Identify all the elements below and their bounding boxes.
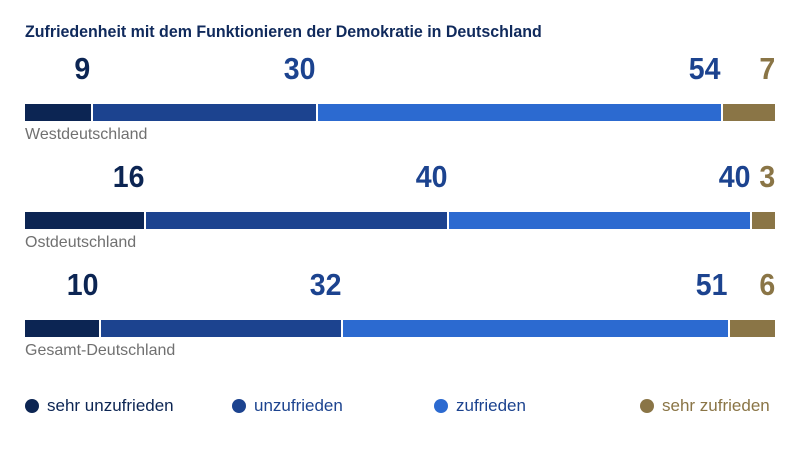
data-label-zufrieden: 51 [695,267,728,302]
bar-segment-unzufrieden [100,320,342,337]
bar-segment-sehr-zufrieden [729,320,775,337]
data-label-unzufrieden: 30 [283,51,316,86]
legend-item-zufrieden: zufrieden [434,396,526,416]
legend-item-sehr-zufrieden: sehr zufrieden [640,396,770,416]
data-label-zufrieden: 40 [718,159,751,194]
bar-segment-zufrieden [449,212,751,229]
data-label-sehr-zufrieden: 6 [759,267,775,302]
chart-legend: sehr unzufrieden unzufrieden zufrieden sehr… [0,396,800,426]
bar-segment-unzufrieden [92,104,316,121]
bar-segment-sehr-unzufrieden [25,212,145,229]
bar-segment-sehr-unzufrieden [25,320,99,337]
data-label-zufrieden: 54 [688,51,721,86]
bar-segment-sehr-unzufrieden [25,104,91,121]
legend-dot-icon [25,399,39,413]
bar-segment-zufrieden [343,320,728,337]
legend-label: unzufrieden [254,396,343,415]
category-label: Gesamt-Deutschland [25,342,176,359]
data-label-sehr-unzufrieden: 9 [74,51,91,86]
legend-dot-icon [232,399,246,413]
legend-item-unzufrieden: unzufrieden [232,396,343,416]
legend-label: zufrieden [456,396,526,415]
bar-segment-zufrieden [317,104,721,121]
data-label-unzufrieden: 40 [415,159,448,194]
legend-dot-icon [640,399,654,413]
category-label: Westdeutschland [25,126,148,143]
bar-segment-unzufrieden [146,212,448,229]
bar-segment-sehr-zufrieden [752,212,775,229]
data-label-sehr-unzufrieden: 16 [112,159,145,194]
chart-title: Zufriedenheit mit dem Funktionieren der … [25,22,542,41]
legend-label: sehr zufrieden [662,396,770,415]
legend-dot-icon [434,399,448,413]
category-label: Ostdeutschland [25,234,137,251]
data-label-sehr-unzufrieden: 10 [67,267,99,302]
data-label-sehr-zufrieden: 3 [759,159,775,194]
legend-item-sehr-unzufrieden: sehr unzufrieden [25,396,174,416]
bar-segment-sehr-zufrieden [722,104,775,121]
data-label-sehr-zufrieden: 7 [759,51,775,86]
legend-label: sehr unzufrieden [47,396,174,415]
stacked-bar-chart: 9 30 54 7 Westdeutschland 16 40 40 3 Ostdeutschla… [25,51,775,359]
data-label-unzufrieden: 32 [309,267,342,302]
